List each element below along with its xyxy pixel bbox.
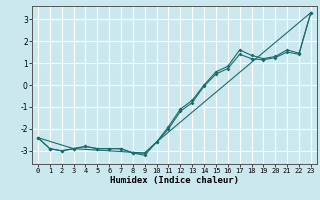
X-axis label: Humidex (Indice chaleur): Humidex (Indice chaleur) xyxy=(110,176,239,185)
